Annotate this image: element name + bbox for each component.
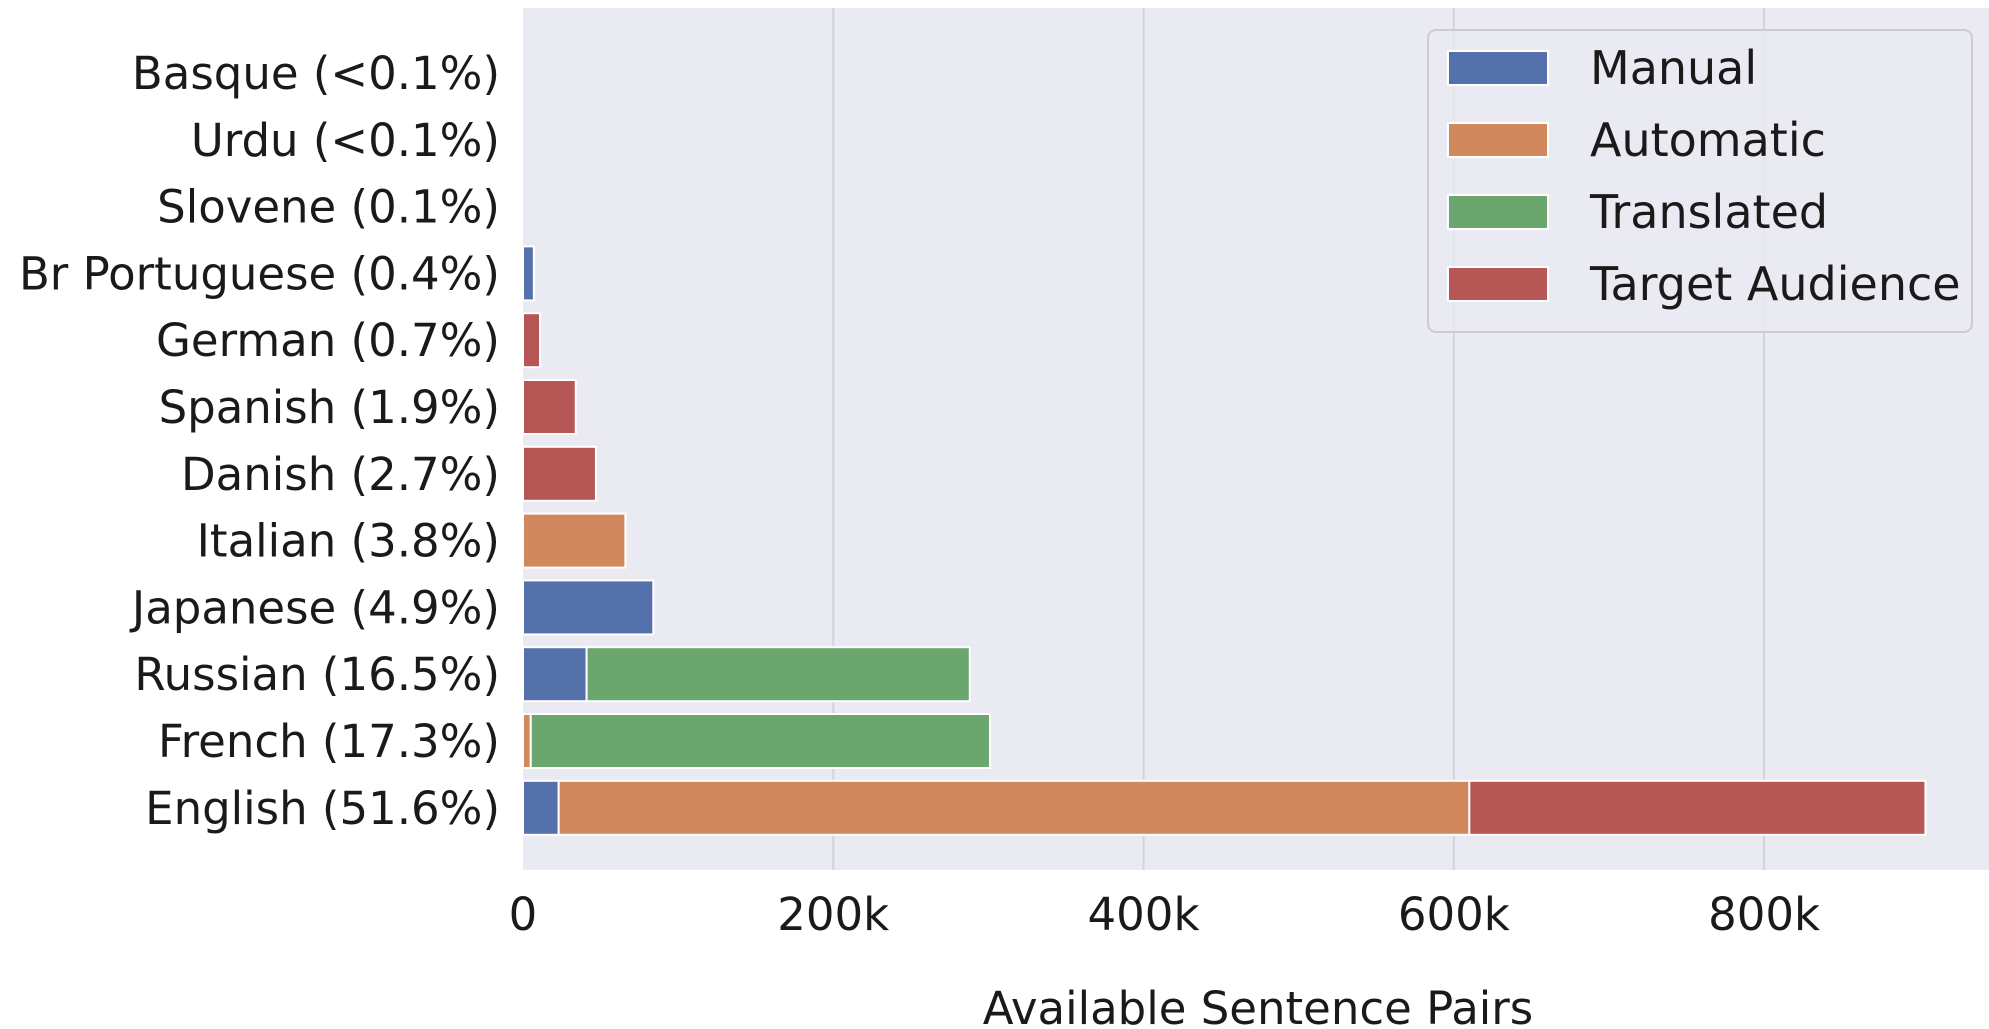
y-tick-label: English (51.6%) [145, 782, 500, 835]
y-tick-label: Japanese (4.9%) [129, 581, 500, 634]
bar-segment [522, 245, 535, 302]
legend-frame [1427, 29, 1973, 333]
x-axis-title: Available Sentence Pairs [983, 982, 1533, 1029]
bar-segment [522, 379, 577, 435]
legend-swatch [1447, 194, 1549, 230]
y-tick-label: Slovene (0.1%) [157, 181, 500, 234]
legend-swatch [1447, 122, 1549, 158]
x-tick-labels: 0 200k 400k 600k 800k [509, 888, 1820, 941]
y-tick-label: German (0.7%) [156, 314, 500, 367]
legend-swatch [1447, 266, 1549, 302]
legend-swatch [1447, 50, 1549, 86]
y-tick-label: Spanish (1.9%) [159, 381, 500, 434]
legend-label: Manual [1590, 41, 1757, 95]
y-tick-label: Russian (16.5%) [134, 648, 500, 701]
y-tick-label: Italian (3.8%) [197, 515, 500, 568]
bar-segment [522, 713, 532, 769]
bar-segment [522, 512, 627, 569]
legend-label: Target Audience [1589, 257, 1961, 311]
y-tick-label: Basque (<0.1%) [132, 47, 500, 100]
legend-label: Automatic [1590, 113, 1826, 167]
legend-label: Translated [1589, 185, 1828, 239]
bar-segment [522, 779, 560, 836]
y-tick-label: Danish (2.7%) [181, 448, 500, 501]
x-tick-label: 400k [1088, 888, 1200, 941]
legend: Manual Automatic Translated Target Audience [1427, 29, 1973, 333]
bar-segment [522, 646, 588, 703]
bar-segment [585, 646, 971, 703]
x-tick-label: 600k [1398, 888, 1510, 941]
bar-segment [522, 312, 542, 369]
bar-segment [529, 713, 991, 769]
bars [522, 245, 1927, 836]
x-tick-label: 800k [1708, 888, 1820, 941]
y-tick-label: Urdu (<0.1%) [191, 114, 500, 167]
bar-segment [1468, 779, 1927, 836]
bar-segment [557, 779, 1471, 836]
y-tick-label: French (17.3%) [158, 715, 500, 768]
y-tick-label: Br Portuguese (0.4%) [19, 247, 500, 300]
y-tick-labels: Basque (<0.1%) Urdu (<0.1%) Slovene (0.1%)… [19, 47, 500, 835]
bar-segment [522, 445, 597, 502]
bar-segment [522, 579, 655, 636]
x-tick-label: 0 [509, 888, 538, 941]
x-tick-label: 200k [777, 888, 889, 941]
